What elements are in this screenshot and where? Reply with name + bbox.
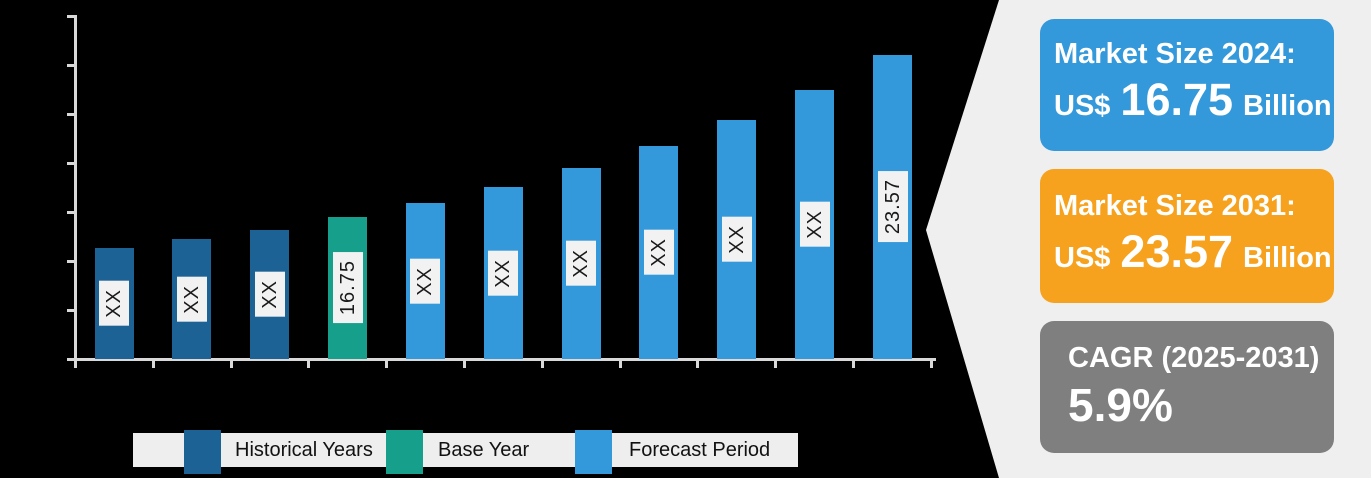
x-axis-tick <box>929 361 933 368</box>
kpi-card-title: Market Size 2024: <box>1054 38 1296 70</box>
kpi-value: 16.75 <box>1120 73 1234 125</box>
kpi-value: 23.57 <box>1120 225 1234 277</box>
legend-swatch-forecast <box>575 430 612 474</box>
y-axis-tick <box>67 358 75 361</box>
x-axis-tick <box>151 361 155 368</box>
legend-label-forecast: Forecast Period <box>629 439 771 461</box>
legend-label-base: Base Year <box>438 439 530 461</box>
kpi-card-market-size-2024: Market Size 2024: US$ 16.75 Billion <box>1040 19 1334 151</box>
y-axis-tick <box>67 260 75 263</box>
y-axis-tick <box>67 113 75 116</box>
kpi-card-title: Market Size 2031: <box>1054 190 1296 222</box>
legend-label-historical: Historical Years <box>235 439 373 461</box>
bar: 23.57 <box>873 55 912 359</box>
bar: XX <box>250 230 290 359</box>
y-axis-tick <box>67 162 75 165</box>
kpi-unit-suffix: Billion <box>1243 241 1332 274</box>
x-axis-tick <box>307 361 311 368</box>
legend-strip <box>133 433 798 467</box>
kpi-card-market-size-2031: Market Size 2031: US$ 23.57 Billion <box>1040 169 1334 303</box>
x-axis-tick <box>385 361 389 368</box>
bar: XX <box>795 90 835 359</box>
y-axis-line <box>74 15 77 361</box>
x-axis-tick <box>540 361 544 368</box>
bar: XX <box>172 239 212 359</box>
bar: XX <box>639 146 679 359</box>
legend-swatch-historical <box>184 430 221 474</box>
y-axis-tick <box>67 309 75 312</box>
bar: XX <box>561 168 601 359</box>
y-axis-tick <box>67 15 75 18</box>
y-axis-tick <box>67 64 75 67</box>
x-axis-tick <box>618 361 622 368</box>
kpi-card-title: CAGR (2025-2031) <box>1068 342 1320 374</box>
x-axis-tick <box>229 361 233 368</box>
kpi-card-value-line: US$ 16.75 Billion <box>1054 77 1334 123</box>
legend-swatch-base <box>386 430 423 474</box>
kpi-currency-prefix: US$ <box>1054 241 1111 274</box>
x-axis-tick <box>852 361 855 368</box>
kpi-card-value-line: US$ 23.57 Billion <box>1054 229 1334 275</box>
bar: XX <box>94 248 134 359</box>
y-axis-tick <box>67 211 75 214</box>
x-axis-tick <box>463 361 466 368</box>
x-axis-tick <box>74 361 77 368</box>
x-axis-line <box>74 358 936 361</box>
bar: XX <box>717 120 757 359</box>
bar: 16.75 <box>328 217 367 359</box>
kpi-card-cagr: CAGR (2025-2031) 5.9% <box>1040 321 1334 453</box>
bar: XX <box>405 203 445 359</box>
bar: XX <box>483 187 523 359</box>
x-axis-tick <box>696 361 700 368</box>
kpi-currency-prefix: US$ <box>1054 89 1111 122</box>
x-axis-tick <box>774 361 778 368</box>
kpi-value: 5.9% <box>1068 378 1173 431</box>
kpi-unit-suffix: Billion <box>1243 89 1332 122</box>
